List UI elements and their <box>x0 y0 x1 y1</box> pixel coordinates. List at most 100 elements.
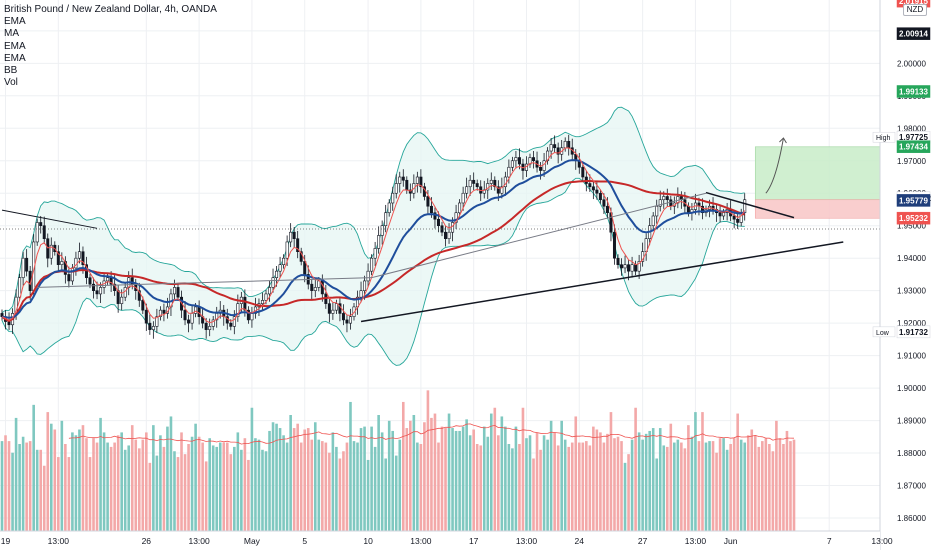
volume-bar <box>426 390 430 531</box>
volume-bar <box>194 423 197 531</box>
volume-bar <box>602 442 606 531</box>
volume-bar <box>130 425 134 531</box>
candle <box>472 179 476 184</box>
candle <box>451 222 455 233</box>
volume-bar <box>173 451 176 531</box>
candle <box>60 261 64 265</box>
volume-bar <box>525 438 528 531</box>
volume-bar <box>4 435 7 531</box>
indicator-ema-3[interactable]: EMA <box>4 52 26 64</box>
candle <box>655 205 659 217</box>
volume-bar <box>162 446 166 531</box>
volume-bar <box>701 412 704 531</box>
chart-legend: British Pound / New Zealand Dollar, 4h, … <box>4 4 217 89</box>
candle <box>229 322 233 327</box>
candle <box>77 251 81 259</box>
candle <box>542 160 546 171</box>
candle <box>380 225 384 236</box>
volume-bar <box>268 430 271 531</box>
candle <box>405 179 409 191</box>
time-tick-label: 13:00 <box>410 536 432 546</box>
trend-line <box>37 277 372 288</box>
candle <box>211 319 215 327</box>
volume-bar <box>11 452 14 531</box>
candle <box>447 231 451 240</box>
volume-bar <box>370 426 373 531</box>
volume-bar <box>74 435 78 531</box>
indicator-bb[interactable]: BB <box>4 65 18 77</box>
indicator-ma[interactable]: MA <box>4 28 19 40</box>
indicator-vol[interactable]: Vol <box>4 77 18 89</box>
volume-bar <box>21 436 25 531</box>
time-tick-label: 5 <box>302 536 307 546</box>
volume-bar <box>746 435 750 531</box>
volume-bar <box>401 401 405 531</box>
candle <box>539 166 543 171</box>
candle <box>190 313 194 324</box>
volume-bar <box>292 428 296 531</box>
volume-bar <box>215 446 219 531</box>
candle <box>444 231 448 240</box>
volume-bar <box>42 465 46 531</box>
candle <box>268 287 272 295</box>
volume-bar <box>229 454 233 531</box>
volume-bar <box>141 439 145 531</box>
currency-selector[interactable]: NZD <box>903 4 927 16</box>
candle <box>260 300 264 304</box>
candle <box>736 218 740 223</box>
volume-bars <box>0 390 796 531</box>
candle <box>605 205 609 214</box>
volume-bar <box>345 442 349 531</box>
candle <box>67 274 71 282</box>
price-tag <box>896 27 931 40</box>
candle <box>363 280 367 291</box>
volume-bar <box>180 432 183 531</box>
candle <box>172 287 176 295</box>
volume-bar <box>753 435 757 531</box>
price-tick-label: 1.95000 <box>897 222 926 231</box>
volume-bar <box>718 438 722 531</box>
volume-bar <box>363 426 366 531</box>
candle <box>289 231 293 243</box>
volume-bar <box>616 436 620 531</box>
candle <box>46 238 50 259</box>
volume-bar <box>782 444 785 531</box>
time-tick-label: 26 <box>142 536 152 546</box>
volume-bar <box>282 435 285 531</box>
candle <box>292 231 296 240</box>
candle <box>236 303 240 317</box>
volume-bar <box>440 426 444 531</box>
volume-bar <box>233 446 236 531</box>
volume-bar <box>71 432 74 531</box>
volume-bar <box>468 435 472 531</box>
time-axis-bg <box>0 531 880 550</box>
candle <box>141 300 145 311</box>
candle <box>595 189 599 194</box>
candle <box>204 322 208 330</box>
volume-bar <box>620 441 623 531</box>
price-tick-label: 1.90000 <box>897 384 926 393</box>
candle <box>120 296 124 304</box>
volume-bar <box>349 401 352 531</box>
volume-bar <box>49 423 53 531</box>
indicator-ema-2[interactable]: EMA <box>4 40 26 52</box>
volume-bar <box>489 413 493 531</box>
symbol-title[interactable]: British Pound / New Zealand Dollar, 4h, … <box>4 4 217 15</box>
time-tick-label: 13:00 <box>516 536 538 546</box>
volume-bar <box>137 448 141 531</box>
indicator-ema-1[interactable]: EMA <box>4 16 26 28</box>
candle <box>310 283 314 291</box>
price-tag-label: 2.00914 <box>899 30 928 39</box>
candle <box>327 303 331 314</box>
candle <box>271 277 275 288</box>
volume-bar <box>225 442 229 531</box>
volume-bar <box>155 455 159 531</box>
volume-bar <box>324 442 328 531</box>
price-tag-label: 1.99133 <box>899 87 928 96</box>
candle <box>591 186 595 191</box>
volume-bar <box>257 439 261 531</box>
volume-bar <box>247 459 250 531</box>
candle <box>436 218 440 227</box>
candle <box>461 192 465 204</box>
